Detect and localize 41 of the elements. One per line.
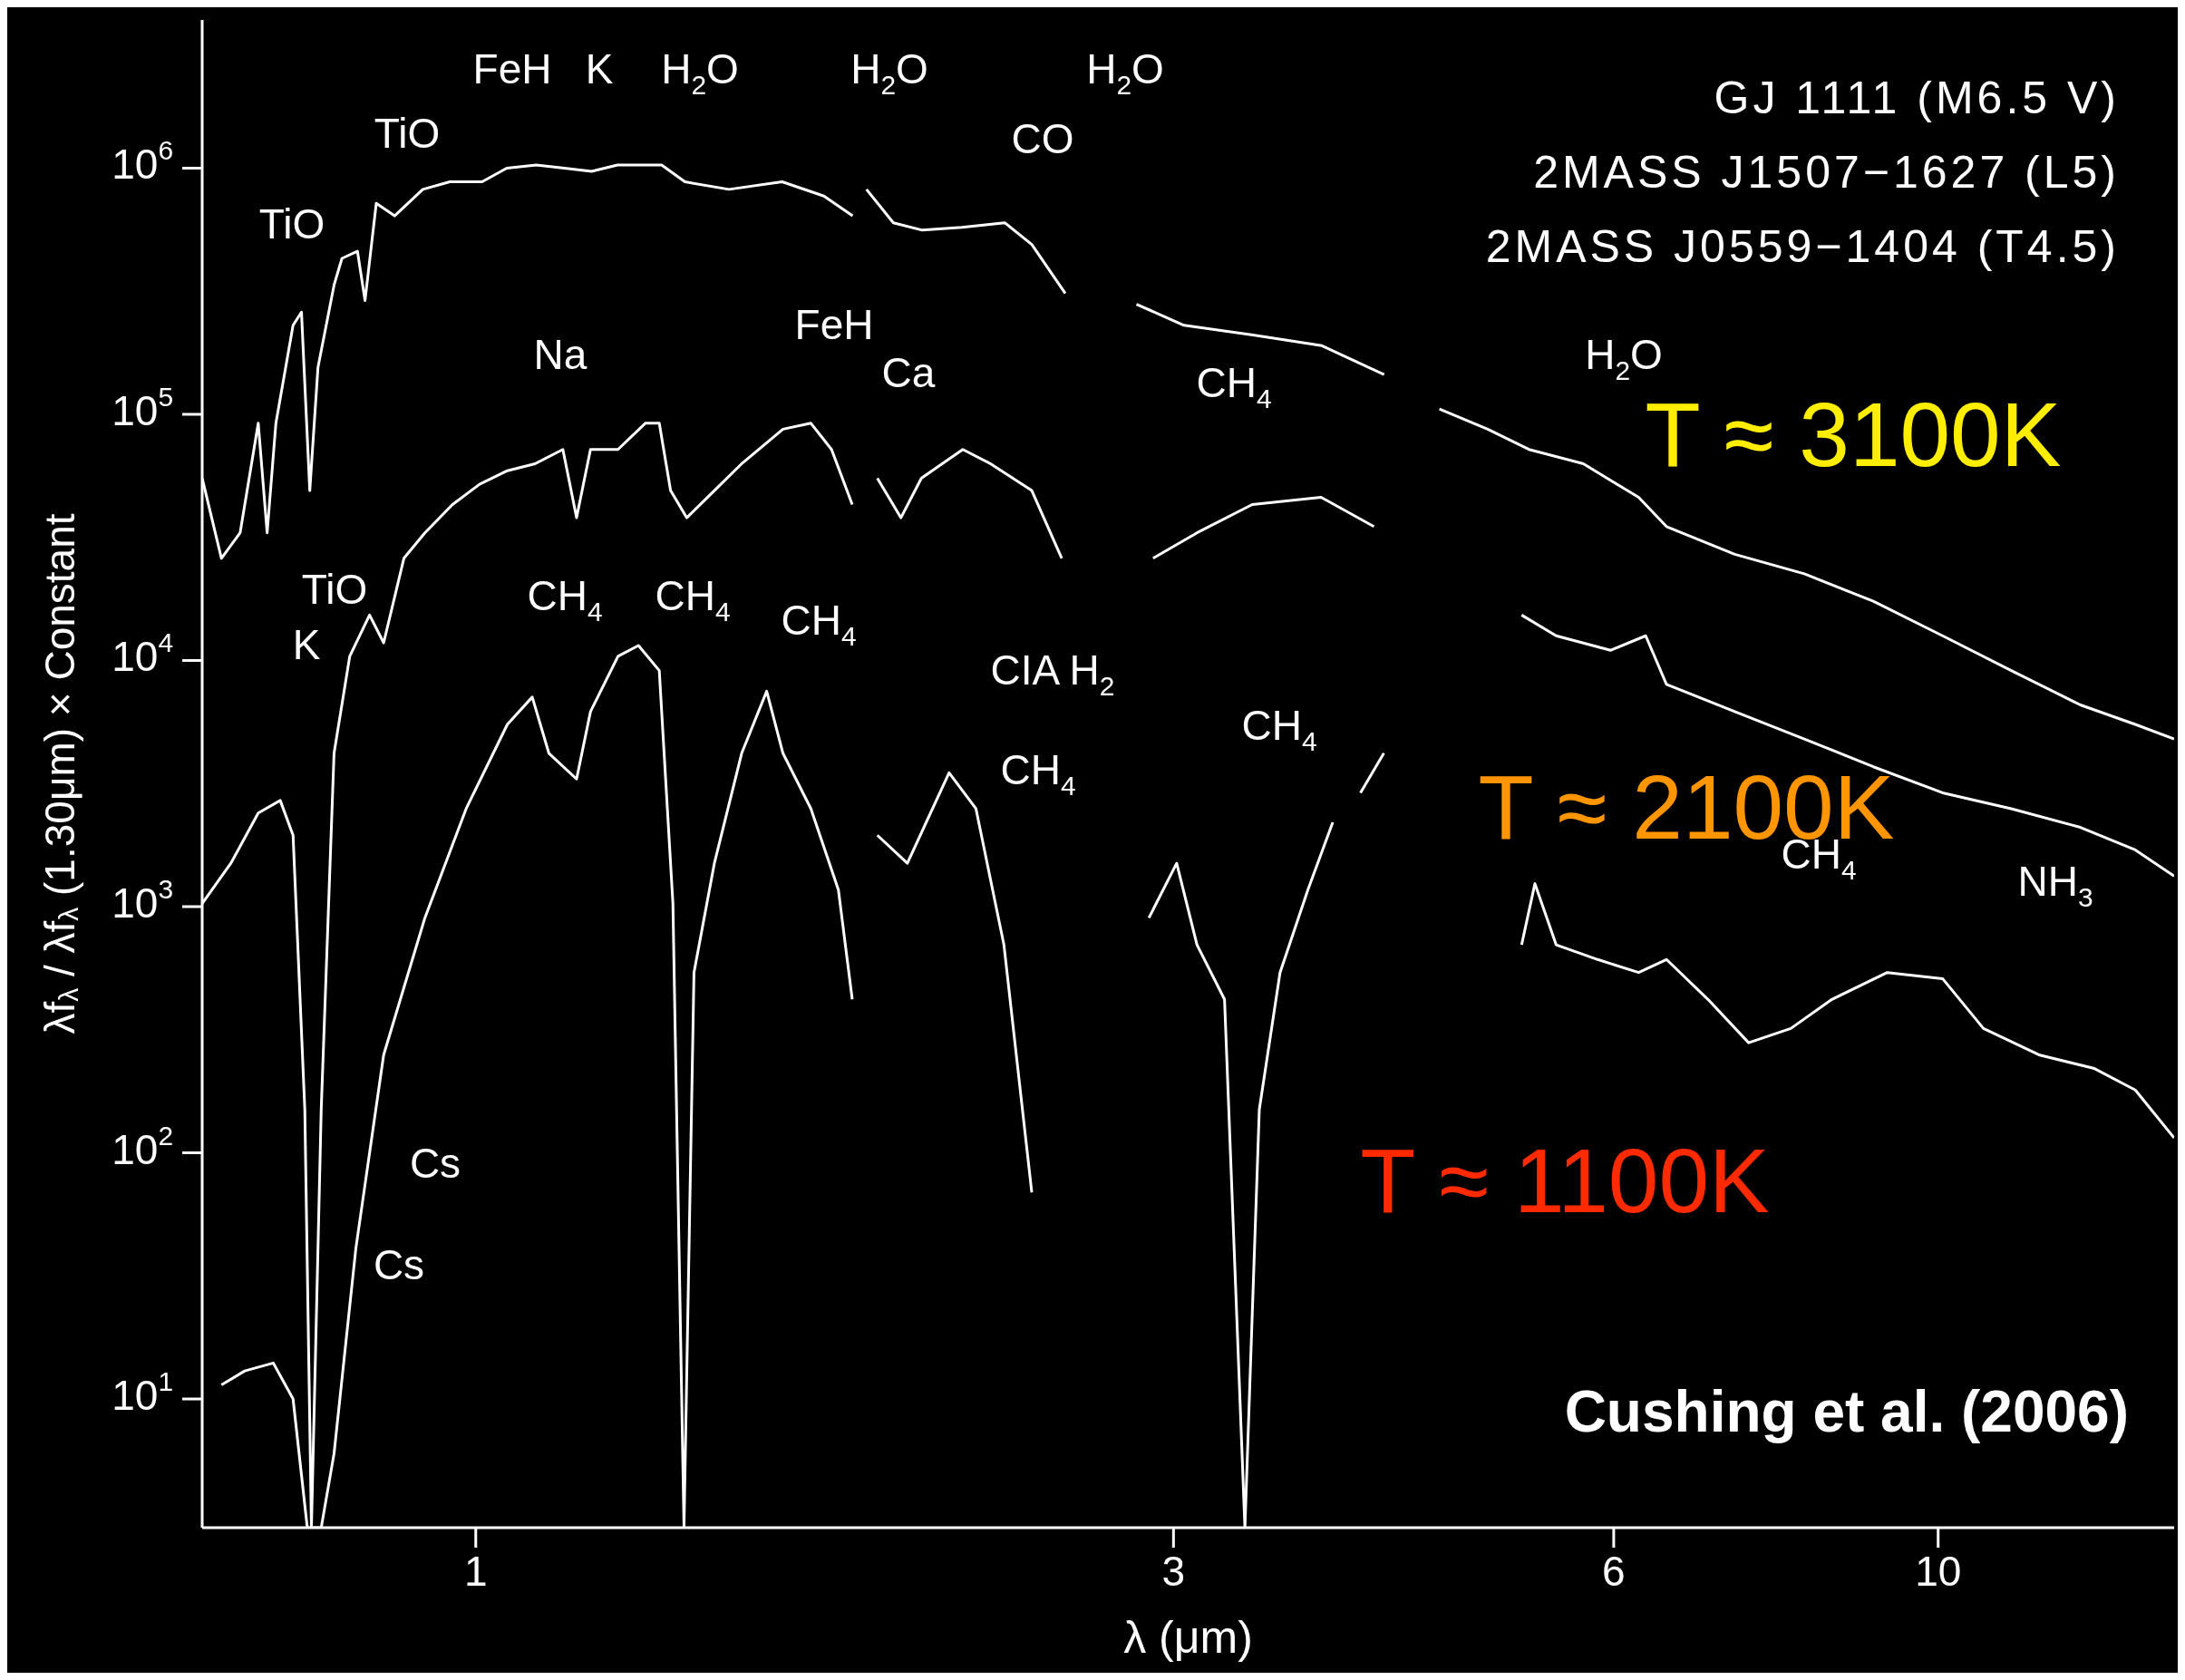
annotation: K	[585, 45, 614, 93]
annotation: T ≈ 3100K	[1645, 384, 2062, 486]
annotation: 2MASS J1507−1627 (L5)	[1533, 147, 2120, 199]
x-tick-label: 10	[1915, 1548, 1962, 1595]
annotation: CH$_{4}$	[655, 572, 731, 627]
y-tick-label: 10$^{2}$	[112, 1120, 173, 1173]
annotation: CIA H$_{2}$	[990, 646, 1115, 702]
annotation: CH$_{4}$	[1196, 359, 1272, 414]
annotation: CH$_{4}$	[781, 597, 857, 652]
y-tick-label: 10$^{5}$	[112, 382, 173, 435]
annotation: H$_{2}$O	[850, 45, 928, 101]
x-axis-title: λ (μm)	[1123, 1612, 1253, 1663]
y-tick-label: 10$^{6}$	[112, 135, 173, 189]
annotation: Ca	[881, 349, 936, 397]
y-tick-label: 10$^{4}$	[112, 627, 173, 681]
annotation: K	[292, 621, 321, 669]
y-tick-label: 10$^{1}$	[112, 1366, 173, 1420]
annotation: FeH	[794, 301, 874, 349]
annotation: FeH	[472, 45, 552, 93]
annotation: Cs	[373, 1241, 425, 1289]
x-tick-label: 1	[463, 1548, 488, 1595]
annotation: NH$_{3}$	[2017, 858, 2093, 913]
annotation: H$_{2}$O	[1086, 45, 1164, 101]
annotation: Na	[533, 331, 588, 379]
annotation: Cushing et al. (2006)	[1564, 1378, 2129, 1444]
annotation: TiO	[374, 110, 441, 158]
x-tick-label: 6	[1602, 1548, 1626, 1595]
annotation: CH$_{4}$	[1241, 702, 1317, 757]
annotation: H$_{2}$O	[1585, 331, 1663, 386]
annotation: Cs	[409, 1140, 461, 1188]
annotation: T ≈ 1100K	[1360, 1130, 1770, 1232]
annotation: TiO	[301, 566, 368, 614]
annotation: CH$_{4}$	[1000, 746, 1076, 801]
annotation: GJ 1111 (M6.5 V)	[1714, 73, 2120, 124]
annotation: H$_{2}$O	[661, 45, 739, 101]
annotation: TiO	[258, 200, 325, 248]
y-tick-label: 10$^{3}$	[112, 874, 173, 927]
x-tick-label: 3	[1161, 1548, 1186, 1595]
annotation: CO	[1011, 115, 1074, 163]
annotation: CH$_{4}$	[527, 572, 603, 627]
annotation: 2MASS J0559−1404 (T4.5)	[1485, 221, 2120, 273]
